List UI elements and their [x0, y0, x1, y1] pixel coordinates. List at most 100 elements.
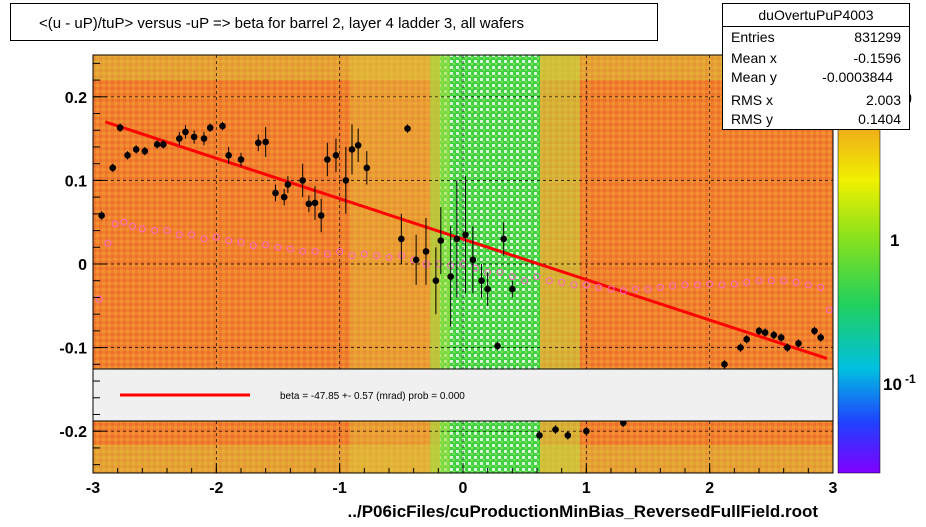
- open-marker: [95, 295, 103, 303]
- point-marker: [141, 147, 149, 155]
- profile-point: [109, 163, 117, 173]
- point-marker: [342, 177, 350, 184]
- stats-label: RMS x: [731, 92, 773, 108]
- profile-point: [784, 343, 791, 352]
- stats-row-entries: Entries 831299: [731, 29, 901, 49]
- x-tick-label: 2: [705, 480, 714, 497]
- point-marker: [737, 344, 744, 351]
- point-marker: [363, 164, 371, 172]
- open-marker: [286, 245, 294, 253]
- fit-line-segment: [104, 120, 828, 360]
- point-marker: [176, 135, 183, 142]
- open-marker: [607, 285, 615, 293]
- chart-title: <(u - uP)/tuP> versus -uP => beta for ba…: [39, 15, 524, 32]
- open-marker: [780, 277, 788, 285]
- profile-point: [116, 123, 124, 132]
- profile-point: [494, 341, 501, 351]
- color-scale-label-superscript: -1: [905, 372, 916, 386]
- open-marker: [755, 277, 763, 285]
- open-marker: [360, 250, 368, 258]
- stats-label: Entries: [731, 29, 775, 45]
- x-tick-label: -2: [209, 480, 223, 497]
- point-marker: [447, 273, 454, 280]
- x-tick-label: -3: [86, 480, 100, 497]
- profile-point: [770, 330, 778, 340]
- profile-point: [272, 184, 279, 202]
- point-marker: [354, 141, 362, 149]
- stats-label: Mean x: [731, 50, 777, 66]
- profile-point: [348, 124, 356, 175]
- point-marker: [98, 212, 105, 219]
- point-marker: [280, 193, 288, 201]
- stats-row-rms-y: RMS y 0.1404: [731, 111, 901, 131]
- y-axis: 0.2 0.1 0 -0.1 -0.2: [59, 62, 107, 466]
- point-marker: [552, 426, 559, 433]
- point-marker: [153, 141, 161, 148]
- profile-point: [305, 195, 313, 213]
- x-tick-label: 3: [829, 480, 838, 497]
- profile-point: [743, 335, 750, 344]
- open-marker: [681, 281, 689, 289]
- profile-point: [412, 234, 420, 285]
- open-marker: [237, 238, 245, 246]
- profile-point: [462, 176, 469, 294]
- legend-box: beta = -47.85 +- 0.57 (mrad) prob = 0.00…: [92, 368, 834, 422]
- open-marker: [632, 285, 640, 293]
- point-marker: [284, 181, 292, 188]
- point-marker: [160, 141, 167, 148]
- open-marker: [804, 281, 812, 289]
- open-marker: [817, 283, 825, 291]
- open-marker: [718, 281, 726, 289]
- point-marker: [116, 124, 124, 132]
- profile-point: [422, 218, 430, 285]
- profile-point: [564, 431, 572, 440]
- y-tick-label: -0.2: [59, 424, 87, 441]
- point-marker: [795, 340, 802, 347]
- point-marker: [811, 327, 818, 335]
- profile-point: [500, 222, 508, 256]
- profile-point: [153, 140, 161, 149]
- point-marker: [777, 334, 785, 341]
- y-tick-label: 0.2: [65, 90, 87, 107]
- open-marker: [656, 283, 664, 291]
- stats-label: Mean y: [731, 69, 777, 85]
- profile-point: [342, 146, 350, 214]
- title-box: <(u - uP)/tuP> versus -uP => beta for ba…: [10, 3, 658, 41]
- open-marker: [336, 247, 344, 255]
- open-marker: [120, 218, 128, 226]
- fit-line: [104, 120, 828, 360]
- open-marker: [545, 277, 553, 285]
- stats-box: duOvertuPuP4003 Entries 831299 Mean x -0…: [722, 3, 910, 130]
- profile-point: [447, 226, 454, 327]
- profile-point: [469, 226, 477, 294]
- profile-point: [795, 339, 802, 348]
- point-marker: [494, 342, 501, 350]
- point-marker: [755, 327, 763, 335]
- point-marker: [124, 152, 131, 159]
- stats-row-mean-x: Mean x -0.1596: [731, 50, 901, 70]
- open-marker: [471, 264, 479, 272]
- open-marker: [619, 287, 627, 295]
- stats-value: 831299: [854, 29, 901, 45]
- point-marker: [564, 432, 572, 439]
- open-marker: [792, 278, 800, 286]
- profile-point: [324, 142, 331, 177]
- open-marker: [262, 241, 270, 249]
- open-marker: [595, 283, 603, 291]
- footer-filename: ../P06icFiles/cuProductionMinBias_Revers…: [347, 502, 818, 521]
- point-marker: [770, 331, 778, 339]
- profile-point: [124, 151, 131, 160]
- open-marker: [521, 277, 529, 285]
- profile-point: [536, 431, 543, 440]
- profile-point: [484, 272, 491, 306]
- point-marker: [299, 177, 306, 184]
- point-marker: [469, 256, 477, 264]
- color-scale-label-bottom: 10: [883, 375, 902, 394]
- point-marker: [398, 235, 405, 243]
- profile-point: [363, 151, 371, 185]
- stats-value: 2.003: [865, 92, 901, 108]
- open-marker: [104, 239, 112, 247]
- point-marker: [453, 235, 461, 243]
- open-marker: [533, 273, 541, 281]
